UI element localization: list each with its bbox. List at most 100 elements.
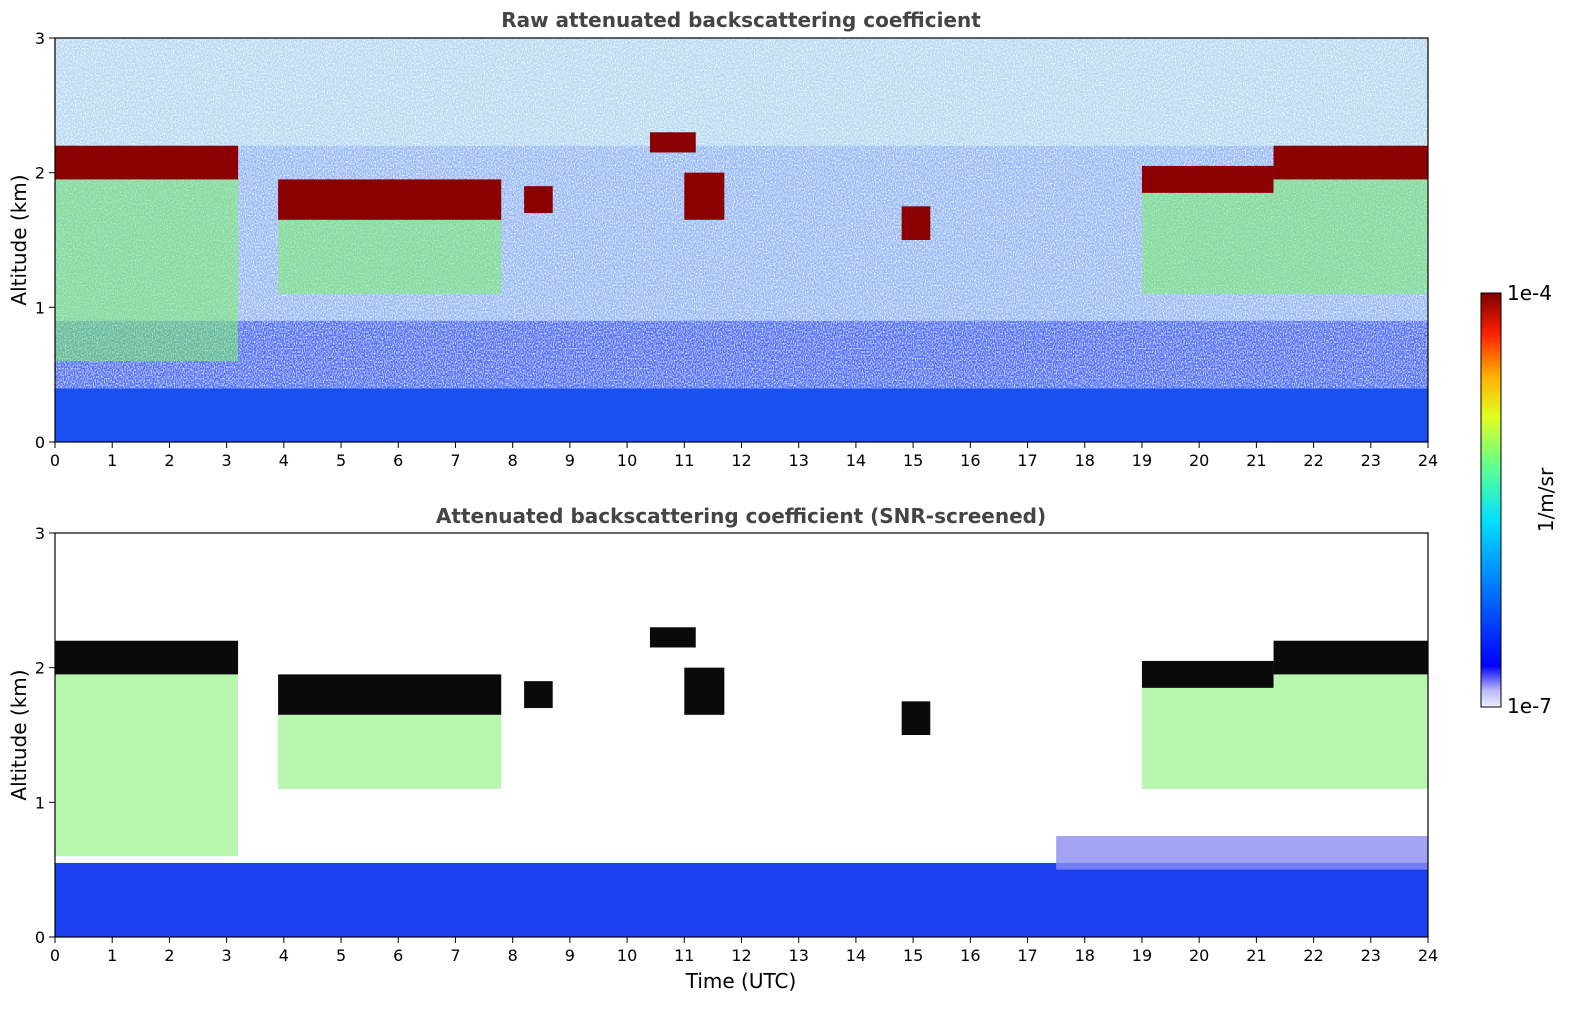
x-tick-label: 12 bbox=[731, 451, 751, 470]
cloud-layer bbox=[649, 627, 696, 648]
x-tick-label: 0 bbox=[50, 451, 60, 470]
x-tick-label: 21 bbox=[1246, 451, 1266, 470]
cloud-layer bbox=[649, 132, 696, 153]
boundary-layer bbox=[1056, 836, 1428, 870]
x-tick-label: 3 bbox=[222, 946, 232, 965]
x-tick-label: 18 bbox=[1075, 451, 1095, 470]
x-tick-label: 24 bbox=[1418, 451, 1438, 470]
x-tick-label: 15 bbox=[903, 451, 923, 470]
y-tick-label: 1 bbox=[35, 298, 45, 317]
cloud-layer bbox=[524, 186, 553, 214]
y-tick-label: 2 bbox=[35, 164, 45, 183]
virga-streak bbox=[1141, 687, 1274, 789]
x-tick-label: 11 bbox=[674, 946, 694, 965]
x-tick-label: 15 bbox=[903, 946, 923, 965]
x-axis-label: Time (UTC) bbox=[685, 969, 797, 993]
x-axis: 0 1 2 3 4 5 6 7 8 9 10 11 12 13 14 15 16 17 18 19 20 21 22 23 24 bbox=[50, 937, 1438, 965]
x-tick-label: 22 bbox=[1303, 451, 1323, 470]
x-tick-label: 14 bbox=[846, 946, 866, 965]
x-tick-label: 16 bbox=[960, 946, 980, 965]
cloud-layer bbox=[1141, 660, 1274, 688]
chart-title: Raw attenuated backscattering coefficien… bbox=[501, 8, 981, 32]
plot-area bbox=[55, 533, 1428, 937]
y-axis: 0 1 2 3 bbox=[35, 29, 55, 452]
screened-backscatter-panel: Attenuated backscattering coefficient (S… bbox=[7, 504, 1438, 993]
x-tick-label: 3 bbox=[222, 451, 232, 470]
x-tick-label: 16 bbox=[960, 451, 980, 470]
y-tick-label: 0 bbox=[35, 928, 45, 947]
cloud-layer bbox=[901, 701, 931, 735]
virga-streak bbox=[278, 219, 502, 294]
x-tick-label: 13 bbox=[789, 451, 809, 470]
x-tick-label: 1 bbox=[107, 946, 117, 965]
x-tick-label: 10 bbox=[617, 946, 637, 965]
y-tick-label: 3 bbox=[35, 29, 45, 48]
raw-backscatter-panel: Raw attenuated backscattering coefficien… bbox=[7, 8, 1438, 470]
x-tick-label: 4 bbox=[279, 451, 289, 470]
x-tick-label: 12 bbox=[731, 946, 751, 965]
cloud-layer bbox=[684, 667, 725, 715]
virga-streak bbox=[1141, 192, 1274, 294]
cloud-layer bbox=[1273, 145, 1428, 180]
x-tick-label: 2 bbox=[164, 946, 174, 965]
x-tick-label: 9 bbox=[565, 946, 575, 965]
y-tick-label: 2 bbox=[35, 659, 45, 678]
chart-title: Attenuated backscattering coefficient (S… bbox=[436, 504, 1046, 528]
x-tick-label: 17 bbox=[1017, 946, 1037, 965]
virga-streak bbox=[1273, 674, 1428, 789]
colorbar-min-label: 1e-7 bbox=[1507, 694, 1552, 718]
cloud-layer bbox=[1141, 165, 1274, 193]
x-tick-label: 8 bbox=[508, 451, 518, 470]
virga-streak bbox=[278, 714, 502, 789]
virga-streak bbox=[55, 674, 239, 857]
y-axis: 0 1 2 3 bbox=[35, 524, 55, 947]
y-tick-label: 3 bbox=[35, 524, 45, 543]
x-tick-label: 11 bbox=[674, 451, 694, 470]
cloud-layer bbox=[524, 681, 553, 709]
x-tick-label: 10 bbox=[617, 451, 637, 470]
x-tick-label: 7 bbox=[450, 946, 460, 965]
x-tick-label: 8 bbox=[508, 946, 518, 965]
colorbar: 1e-4 1e-7 1/m/sr bbox=[1480, 281, 1558, 718]
cloud-layer bbox=[55, 145, 239, 180]
y-axis-label: Altitude (km) bbox=[7, 669, 31, 800]
x-tick-label: 18 bbox=[1075, 946, 1095, 965]
x-tick-label: 23 bbox=[1361, 451, 1381, 470]
y-tick-label: 1 bbox=[35, 793, 45, 812]
x-tick-label: 22 bbox=[1303, 946, 1323, 965]
cloud-layer bbox=[901, 206, 931, 240]
cloud-layer bbox=[278, 674, 502, 715]
x-tick-label: 6 bbox=[393, 946, 403, 965]
x-tick-label: 5 bbox=[336, 946, 346, 965]
cloud-layer bbox=[684, 172, 725, 220]
x-tick-label: 13 bbox=[789, 946, 809, 965]
y-tick-label: 0 bbox=[35, 433, 45, 452]
cloud-layer bbox=[278, 179, 502, 220]
x-tick-label: 20 bbox=[1189, 451, 1209, 470]
x-tick-label: 9 bbox=[565, 451, 575, 470]
plot-area bbox=[55, 38, 1428, 442]
colorbar-gradient bbox=[1480, 292, 1502, 708]
x-tick-label: 4 bbox=[279, 946, 289, 965]
x-axis: 0 1 2 3 4 5 6 7 8 9 10 11 12 13 14 15 16 17 18 19 20 21 22 23 24 bbox=[50, 442, 1438, 470]
virga-streak bbox=[1273, 179, 1428, 294]
x-tick-label: 20 bbox=[1189, 946, 1209, 965]
x-tick-label: 24 bbox=[1418, 946, 1438, 965]
x-tick-label: 2 bbox=[164, 451, 174, 470]
x-tick-label: 5 bbox=[336, 451, 346, 470]
x-tick-label: 21 bbox=[1246, 946, 1266, 965]
x-tick-label: 1 bbox=[107, 451, 117, 470]
boundary-layer bbox=[55, 862, 1428, 937]
x-tick-label: 14 bbox=[846, 451, 866, 470]
x-tick-label: 19 bbox=[1132, 451, 1152, 470]
x-tick-label: 0 bbox=[50, 946, 60, 965]
x-tick-label: 19 bbox=[1132, 946, 1152, 965]
x-tick-label: 7 bbox=[450, 451, 460, 470]
colorbar-label: 1/m/sr bbox=[1534, 467, 1558, 532]
x-tick-label: 23 bbox=[1361, 946, 1381, 965]
x-tick-label: 17 bbox=[1017, 451, 1037, 470]
x-tick-label: 6 bbox=[393, 451, 403, 470]
cloud-layer bbox=[1273, 640, 1428, 675]
cloud-layer bbox=[55, 640, 239, 675]
